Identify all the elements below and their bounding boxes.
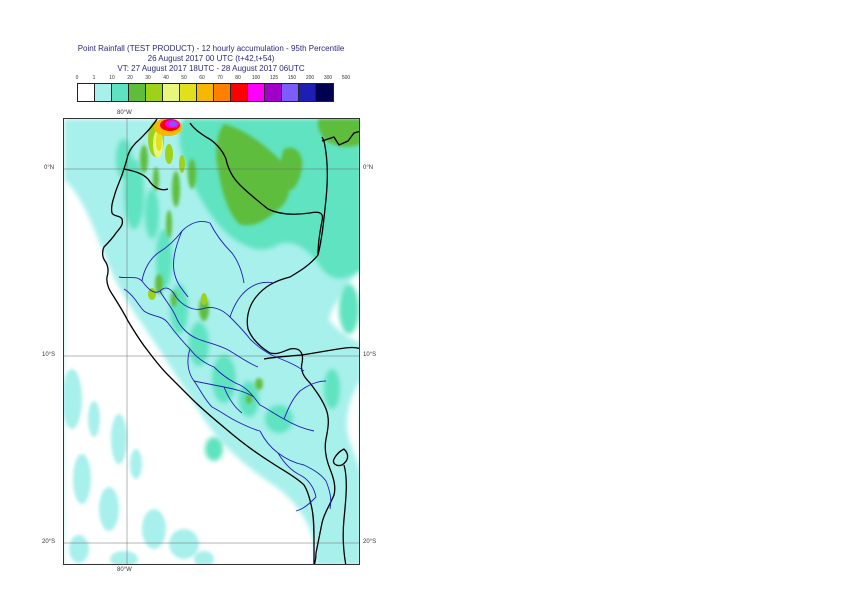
legend-label-70: 70: [217, 75, 223, 81]
lat-label-left-10s: 10°S: [42, 352, 56, 358]
lon-label-bottom: 80°W: [117, 567, 132, 573]
legend-swatch-30-40: [146, 84, 163, 101]
legend-label-50: 50: [181, 75, 187, 81]
legend-swatch-0-1: [78, 84, 95, 101]
legend-swatch-100-125: [248, 84, 265, 101]
legend-label-20: 20: [127, 75, 133, 81]
color-legend: [77, 83, 334, 102]
legend-label-500: 500: [341, 75, 351, 81]
lat-label-left-0n: 0°N: [44, 165, 55, 171]
coastline-and-borders: [101, 119, 359, 564]
rain-peak: [154, 119, 182, 136]
legend-label-300: 300: [323, 75, 333, 81]
title-line-1: Point Rainfall (TEST PRODUCT) - 12 hourl…: [77, 44, 345, 53]
legend-label-200: 200: [305, 75, 315, 81]
lon-label-top: 80°W: [117, 110, 132, 116]
legend-swatch-10-20: [112, 84, 129, 101]
title-line-2: 26 August 2017 00 UTC (t+42,t+54): [147, 54, 275, 63]
legend-label-40: 40: [163, 75, 169, 81]
legend-label-60: 60: [199, 75, 205, 81]
lat-label-right-20s: 20°S: [363, 539, 377, 545]
map-title: Point Rainfall (TEST PRODUCT) - 12 hourl…: [0, 44, 422, 74]
ocean-speckles: [64, 369, 214, 564]
legend-label-30: 30: [145, 75, 151, 81]
legend-swatch-50-60: [180, 84, 197, 101]
legend-threshold-labels: 0 1 10 20 30 40 50 60 70 80 100 125 150 …: [75, 75, 351, 83]
legend-label-10: 10: [109, 75, 115, 81]
legend-swatch-20-30: [129, 84, 146, 101]
legend-swatch-200-300: [299, 84, 316, 101]
legend-swatch-40-50: [163, 84, 180, 101]
legend-swatch-300-500: [316, 84, 333, 101]
map-canvas: [64, 119, 359, 564]
legend-label-80: 80: [235, 75, 241, 81]
legend-swatch-1-10: [95, 84, 112, 101]
legend-label-0: 0: [75, 75, 79, 81]
legend-swatch-80-100: [231, 84, 248, 101]
legend-swatch-60-70: [197, 84, 214, 101]
legend-swatch-125-150: [265, 84, 282, 101]
legend-label-100: 100: [251, 75, 261, 81]
legend-swatch-150-200: [282, 84, 299, 101]
graticule: [64, 119, 359, 564]
admin-boundaries: [118, 220, 332, 512]
legend-swatch-70-80: [214, 84, 231, 101]
legend-label-125: 125: [269, 75, 279, 81]
legend-label-1: 1: [92, 75, 96, 81]
rain-field-20-30: [140, 119, 359, 404]
rainfall-map: [63, 118, 360, 565]
legend-label-150: 150: [287, 75, 297, 81]
title-line-3: VT: 27 August 2017 18UTC - 28 August 201…: [117, 64, 305, 73]
lat-label-left-20s: 20°S: [42, 539, 56, 545]
rain-field-60-70: [156, 131, 162, 151]
lat-label-right-10s: 10°S: [363, 352, 377, 358]
lat-label-right-0n: 0°N: [363, 165, 374, 171]
